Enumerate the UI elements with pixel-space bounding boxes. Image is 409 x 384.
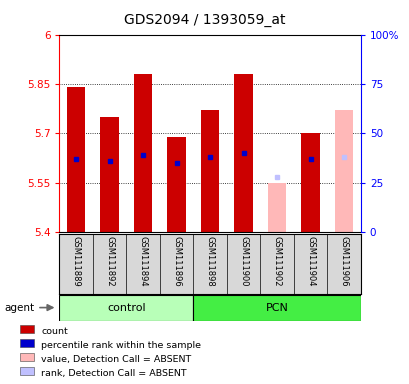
Text: GSM111898: GSM111898	[205, 236, 214, 287]
Text: GSM111904: GSM111904	[306, 236, 314, 286]
Bar	[334, 110, 353, 232]
Text: percentile rank within the sample: percentile rank within the sample	[41, 341, 201, 350]
Bar	[200, 110, 219, 232]
Bar	[20, 339, 34, 347]
Text: rank, Detection Call = ABSENT: rank, Detection Call = ABSENT	[41, 369, 187, 378]
Bar	[20, 325, 34, 333]
Text: PCN: PCN	[265, 303, 288, 313]
Bar	[20, 367, 34, 375]
Text: GSM111889: GSM111889	[72, 236, 81, 287]
Text: GSM111900: GSM111900	[238, 236, 247, 286]
Bar	[20, 353, 34, 361]
Text: GSM111906: GSM111906	[339, 236, 348, 286]
Text: GSM111902: GSM111902	[272, 236, 281, 286]
Bar	[67, 87, 85, 232]
Text: value, Detection Call = ABSENT: value, Detection Call = ABSENT	[41, 355, 191, 364]
Text: count: count	[41, 327, 68, 336]
Text: GDS2094 / 1393059_at: GDS2094 / 1393059_at	[124, 13, 285, 27]
Bar	[234, 74, 252, 232]
Bar	[193, 295, 360, 321]
Text: GSM111896: GSM111896	[172, 236, 181, 287]
Bar	[267, 183, 285, 232]
Text: GSM111892: GSM111892	[105, 236, 114, 286]
Text: GSM111894: GSM111894	[138, 236, 147, 286]
Bar	[301, 133, 319, 232]
Text: control: control	[107, 303, 145, 313]
Bar	[100, 117, 119, 232]
Text: agent: agent	[4, 303, 34, 313]
Bar	[167, 137, 185, 232]
Bar	[59, 295, 193, 321]
Bar	[134, 74, 152, 232]
